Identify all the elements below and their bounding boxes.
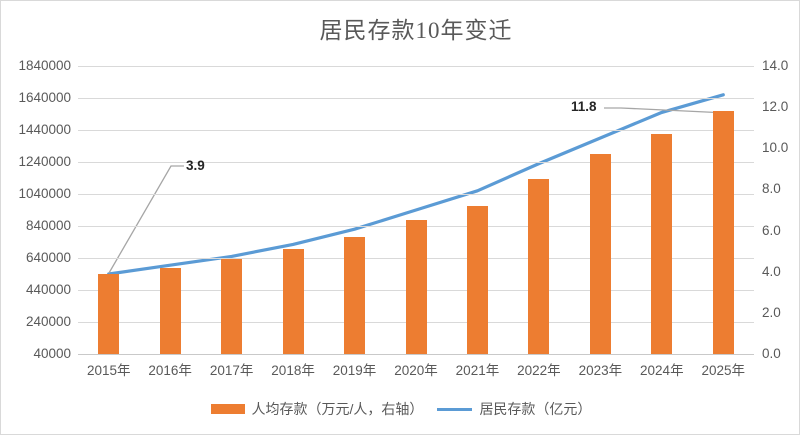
bar-2024年	[651, 133, 673, 354]
x-axis-tick: 2020年	[394, 363, 438, 378]
bar-2015年	[98, 273, 120, 354]
bar-2023年	[589, 154, 611, 354]
line-series-svg	[107, 93, 728, 276]
left-axis-tick: 1440000	[18, 122, 71, 137]
legend-label: 人均存款（万元/人，右轴）	[251, 401, 424, 417]
chart-title: 居民存款10年变迁	[319, 18, 513, 43]
left-axis-tick: 40000	[33, 346, 71, 361]
gridline	[78, 66, 754, 67]
bar-2018年	[282, 249, 304, 354]
x-axis-tick: 2023年	[578, 363, 623, 378]
right-axis-tick: 14.0	[762, 58, 789, 73]
plot-area: 3.9 11.8	[78, 66, 754, 355]
right-axis-tick: 4.0	[762, 263, 781, 279]
left-axis-tick: 1240000	[18, 154, 71, 169]
bar-2017年	[221, 259, 243, 354]
gridline	[78, 130, 754, 131]
gridline	[78, 98, 754, 99]
left-axis-tick: 1840000	[18, 58, 71, 73]
legend-item: 居民存款（亿元）	[437, 399, 591, 419]
bar-2025年	[712, 111, 734, 354]
right-axis-tick: 10.0	[762, 140, 789, 156]
right-axis-tick: 6.0	[762, 222, 781, 238]
bar-2019年	[344, 236, 366, 354]
x-axis-tick: 2019年	[332, 363, 377, 378]
bar-2020年	[405, 220, 427, 354]
annotation-label: 11.8	[571, 99, 597, 114]
line-series	[107, 93, 725, 276]
legend-bar-swatch	[210, 404, 245, 414]
gridline	[78, 162, 754, 163]
bar-2022年	[528, 179, 550, 354]
left-axis-tick: 1640000	[18, 90, 71, 105]
right-axis-tick: 12.0	[762, 99, 789, 115]
legend-label: 居民存款（亿元）	[479, 401, 592, 417]
x-axis-tick: 2025年	[701, 363, 746, 378]
legend: 人均存款（万元/人，右轴） 居民存款（亿元）	[1, 399, 800, 419]
x-axis-tick: 2016年	[148, 363, 192, 378]
annotation-leader-line	[108, 165, 184, 274]
x-axis-tick: 2017年	[209, 363, 254, 378]
right-axis-tick: 8.0	[762, 181, 781, 197]
bar-2021年	[466, 205, 488, 354]
x-axis-tick: 2015年	[86, 363, 131, 378]
left-axis-tick: 640000	[25, 250, 71, 265]
left-axis-tick: 440000	[25, 282, 71, 297]
legend-line-swatch	[437, 407, 473, 411]
bar-2016年	[159, 267, 181, 354]
left-axis-tick: 840000	[25, 218, 71, 233]
x-axis-tick: 2021年	[455, 363, 500, 378]
x-axis-tick: 2024年	[640, 363, 684, 378]
annotation-leader-line	[604, 107, 728, 114]
gridline	[78, 194, 754, 195]
legend-item: 人均存款（万元/人，右轴）	[210, 399, 424, 419]
left-axis-tick: 1040000	[18, 186, 71, 201]
right-axis-tick: 2.0	[762, 304, 781, 320]
gridline	[78, 354, 754, 355]
x-axis-tick: 2018年	[271, 363, 315, 378]
x-axis-tick: 2022年	[517, 363, 561, 378]
left-axis-tick: 240000	[25, 314, 71, 329]
right-axis-tick: 0.0	[762, 346, 781, 361]
annotation-label: 3.9	[186, 158, 205, 173]
